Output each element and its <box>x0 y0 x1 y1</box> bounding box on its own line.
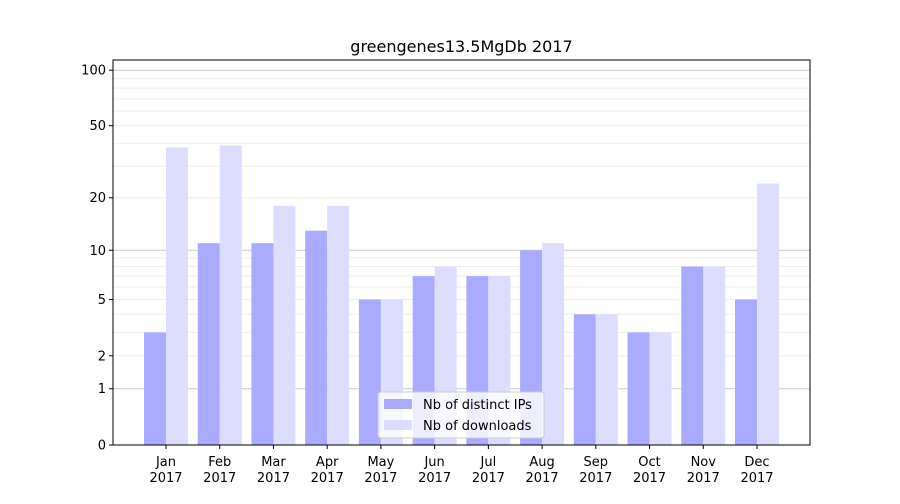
bar-distinct-ips-dec <box>735 299 757 445</box>
x-tick-label-month: Jan <box>155 455 176 470</box>
x-tick-label-year: 2017 <box>740 471 773 486</box>
x-tick-label-year: 2017 <box>203 471 236 486</box>
legend: Nb of distinct IPs Nb of downloads <box>377 391 545 439</box>
y-tick-label: 20 <box>89 191 106 206</box>
bar-distinct-ips-feb <box>197 243 220 445</box>
y-tick-label: 100 <box>81 64 106 79</box>
x-tick-label-month: Apr <box>316 455 339 470</box>
x-tick-label-month: Mar <box>261 455 286 470</box>
x-tick-label-month: Jun <box>423 455 444 470</box>
x-tick-label-month: Feb <box>208 455 231 470</box>
y-tick-label: 5 <box>98 293 106 308</box>
x-tick-label-year: 2017 <box>687 471 720 486</box>
bar-distinct-ips-oct <box>627 332 650 445</box>
y-tick-label: 1 <box>98 382 106 397</box>
x-tick-label-year: 2017 <box>149 471 182 486</box>
bar-downloads-jan <box>166 147 188 445</box>
x-tick-label-year: 2017 <box>418 471 451 486</box>
x-tick-label-year: 2017 <box>364 471 397 486</box>
bar-downloads-sep <box>595 314 618 445</box>
bar-downloads-aug <box>542 243 565 445</box>
legend-swatch-downloads <box>384 420 412 430</box>
bar-downloads-nov <box>703 266 726 445</box>
chart-title: greengenes13.5MgDb 2017 <box>350 37 572 56</box>
legend-swatch-ips <box>384 399 412 409</box>
x-tick-label-month: Jul <box>480 455 497 470</box>
y-tick-label: 0 <box>98 439 106 454</box>
bar-distinct-ips-mar <box>251 243 274 445</box>
x-tick-label-year: 2017 <box>257 471 290 486</box>
x-tick-label-month: Nov <box>691 455 717 470</box>
x-tick-label-year: 2017 <box>526 471 559 486</box>
bar-downloads-apr <box>327 205 350 445</box>
x-tick-label-year: 2017 <box>311 471 344 486</box>
x-tick-label-month: May <box>367 455 394 470</box>
bar-downloads-dec <box>757 183 779 446</box>
x-axis: Jan2017Feb2017Mar2017Apr2017May2017Jun20… <box>149 445 774 486</box>
bar-downloads-oct <box>649 332 672 445</box>
x-tick-label-year: 2017 <box>633 471 666 486</box>
legend-box <box>377 391 545 439</box>
bar-distinct-ips-jan <box>144 332 166 445</box>
bar-distinct-ips-apr <box>305 230 328 445</box>
x-tick-label-month: Dec <box>744 455 769 470</box>
bar-distinct-ips-may <box>358 299 381 445</box>
bar-distinct-ips-nov <box>681 266 704 445</box>
x-tick-label-month: Sep <box>584 455 609 470</box>
y-axis: 0 1 2 5 10 20 50 100 <box>81 64 113 454</box>
y-tick-label: 2 <box>98 349 106 364</box>
legend-label-downloads: Nb of downloads <box>423 419 532 434</box>
plot-frame <box>112 59 811 446</box>
x-tick-label-year: 2017 <box>579 471 612 486</box>
bar-distinct-ips-sep <box>573 314 596 445</box>
legend-label-ips: Nb of distinct IPs <box>423 398 532 413</box>
y-tick-label: 10 <box>89 244 106 259</box>
x-tick-label-month: Aug <box>529 455 554 470</box>
x-tick-label-month: Oct <box>638 455 660 470</box>
y-tick-label: 50 <box>89 119 106 134</box>
x-tick-label-year: 2017 <box>472 471 505 486</box>
bar-downloads-feb <box>219 145 242 445</box>
bar-downloads-mar <box>273 205 296 445</box>
